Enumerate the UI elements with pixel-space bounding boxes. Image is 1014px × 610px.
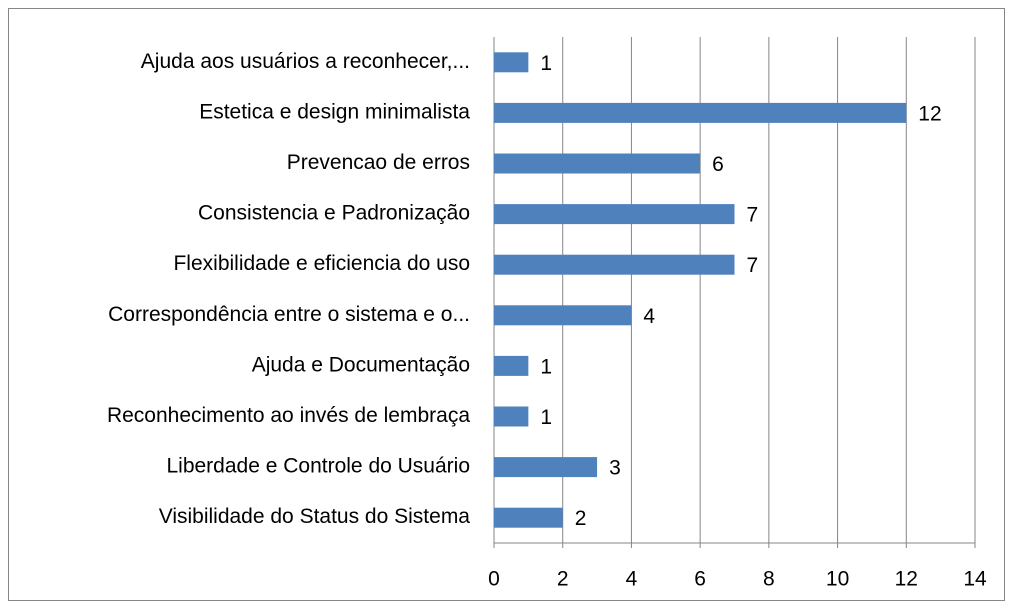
x-tick-label: 10 [826, 568, 849, 591]
value-label: 7 [747, 254, 759, 277]
bar [494, 355, 529, 376]
value-label: 12 [918, 102, 941, 125]
value-label: 7 [747, 204, 759, 227]
x-tick-label: 14 [963, 568, 987, 591]
x-tick-label: 6 [694, 568, 706, 591]
bar [494, 305, 632, 326]
value-label: 1 [540, 52, 552, 75]
y-tick-label: Reconhecimento ao invés de lembraça [107, 404, 470, 427]
x-tick-label: 12 [895, 568, 918, 591]
x-tick-label: 4 [626, 568, 638, 591]
value-label: 1 [540, 355, 552, 378]
y-tick-label: Prevencao de erros [287, 151, 470, 174]
y-tick-label: Visibilidade do Status do Sistema [159, 505, 471, 528]
y-tick-label: Liberdade e Controle do Usuário [166, 455, 470, 478]
bar [494, 204, 735, 225]
y-tick-label: Ajuda aos usuários a reconhecer,... [141, 50, 470, 73]
y-tick-label: Ajuda e Documentação [252, 353, 470, 376]
value-label: 3 [609, 457, 621, 480]
value-label: 6 [712, 153, 724, 176]
y-tick-label: Correspondência entre o sistema e o... [108, 303, 470, 326]
bar [494, 406, 529, 427]
x-tick-label: 0 [488, 568, 500, 591]
bar [494, 507, 563, 528]
y-tick-label: Consistencia e Padronização [198, 202, 470, 225]
bar [494, 254, 735, 275]
y-tick-label: Flexibilidade e eficiencia do uso [173, 252, 470, 275]
y-tick-label: Estetica e design minimalista [199, 100, 470, 123]
x-tick-label: 8 [763, 568, 775, 591]
bar [494, 457, 598, 478]
value-label: 4 [643, 305, 655, 328]
value-label: 1 [540, 406, 552, 429]
bar [494, 52, 529, 73]
bar [494, 153, 701, 174]
value-label: 2 [575, 507, 587, 530]
bar [494, 102, 907, 123]
x-tick-label: 2 [557, 568, 569, 591]
